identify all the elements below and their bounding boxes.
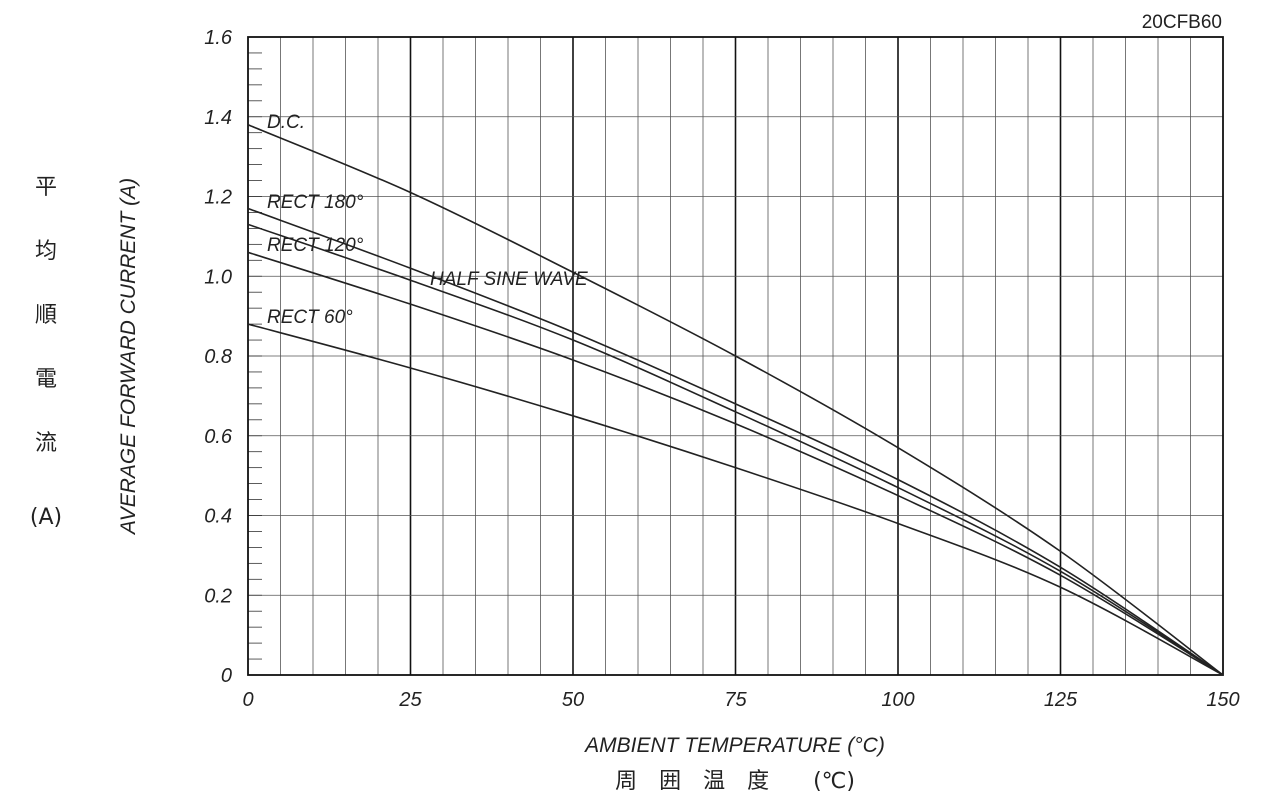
x-tick-label: 75 <box>724 689 747 711</box>
y-axis-title-jp-char: 順 <box>35 303 57 328</box>
series-label: D.C. <box>267 112 305 133</box>
y-tick-label: 0.4 <box>204 506 232 528</box>
series-label: RECT 180° <box>267 192 364 213</box>
curves <box>247 123 1224 676</box>
series-label: RECT 120° <box>267 235 364 256</box>
x-tick-label: 50 <box>562 689 584 711</box>
y-tick-label: 1.4 <box>204 107 232 129</box>
series-labels: D.C. RECT 180° HALF SINE WAVE RECT 120° RECT… <box>267 112 588 328</box>
y-axis-title-jp-char: 均 <box>35 239 57 264</box>
y-tick-label: 0.2 <box>204 585 232 607</box>
y-tick-label: 1.6 <box>204 27 233 49</box>
y-axis-title-jp-char: (A) <box>30 505 62 530</box>
x-axis-title: AMBIENT TEMPERATURE (°C) <box>583 734 885 757</box>
series-line-rect-60 <box>247 323 1224 676</box>
series-label: RECT 60° <box>267 307 353 328</box>
y-axis-title-jp-char: 電 <box>35 367 57 392</box>
x-tick-label: 150 <box>1206 689 1239 711</box>
y-tick-label: 0 <box>221 665 232 687</box>
x-tick-label: 0 <box>242 689 253 711</box>
series-line-half-sine-wave <box>247 223 1224 676</box>
tick-labels: 0 25 50 75 100 125 150 0 0.2 0.4 0.6 0.8 1.0 1.2 1.4 1.… <box>204 27 1240 711</box>
series-line-rect-120 <box>247 251 1224 676</box>
y-tick-label: 1.2 <box>204 187 232 209</box>
series-line-rect-180 <box>247 207 1224 676</box>
series-line-d-c <box>247 123 1224 676</box>
x-tick-label: 100 <box>881 689 914 711</box>
y-axis-title: AVERAGE FORWARD CURRENT (A) <box>117 178 140 536</box>
model-label: 20CFB60 <box>1142 12 1222 33</box>
y-tick-label: 0.6 <box>204 426 233 448</box>
plot-frame <box>247 36 1224 676</box>
y-tick-label: 0.8 <box>204 346 232 368</box>
y-axis-title-jp-char: 流 <box>35 431 57 456</box>
y-tick-label: 1.0 <box>204 266 232 288</box>
x-tick-label: 25 <box>398 689 422 711</box>
series-label: HALF SINE WAVE <box>430 269 588 290</box>
x-axis-title-jp: 周 囲 温 度 (℃) <box>615 769 855 794</box>
x-tick-label: 125 <box>1044 689 1078 711</box>
grid <box>248 37 1223 675</box>
y-axis-title-jp-char: 平 <box>35 175 57 200</box>
